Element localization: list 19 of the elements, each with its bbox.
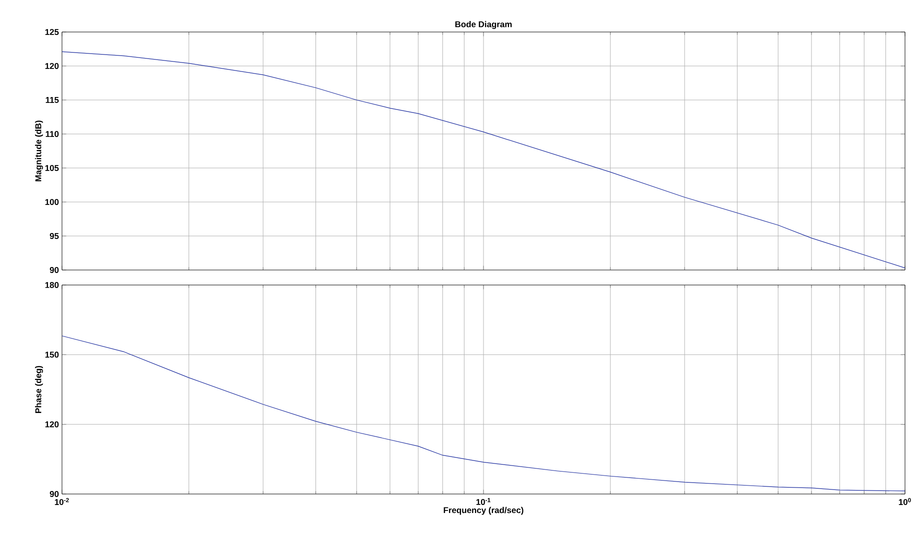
y-tick-label: 90 — [50, 267, 59, 273]
y-tick-label: 120 — [45, 63, 59, 69]
y-tick-label: 95 — [50, 233, 59, 239]
x-axis-title: Frequency (rad/sec) — [444, 506, 524, 515]
y-tick-label: 105 — [45, 165, 59, 171]
y-axis-title: Phase (deg) — [35, 366, 43, 413]
y-axis-title: Magnitude (dB) — [35, 120, 43, 182]
y-tick-label: 110 — [46, 131, 59, 137]
y-tick-label: 150 — [45, 352, 59, 358]
y-tick-label: 125 — [45, 29, 59, 35]
y-tick-label: 90 — [50, 491, 59, 497]
x-tick-label: 10$^{-2}$ — [54, 498, 69, 506]
y-tick-label: 100 — [45, 199, 59, 205]
x-tick-label: 10$^{0}$ — [898, 498, 911, 506]
y-tick-label: 115 — [46, 97, 59, 103]
y-tick-label: 120 — [45, 421, 59, 428]
chart-title: Bode Diagram — [455, 21, 512, 29]
y-tick-label: 180 — [45, 282, 59, 288]
x-tick-label: 10$^{-1}$ — [476, 498, 490, 505]
